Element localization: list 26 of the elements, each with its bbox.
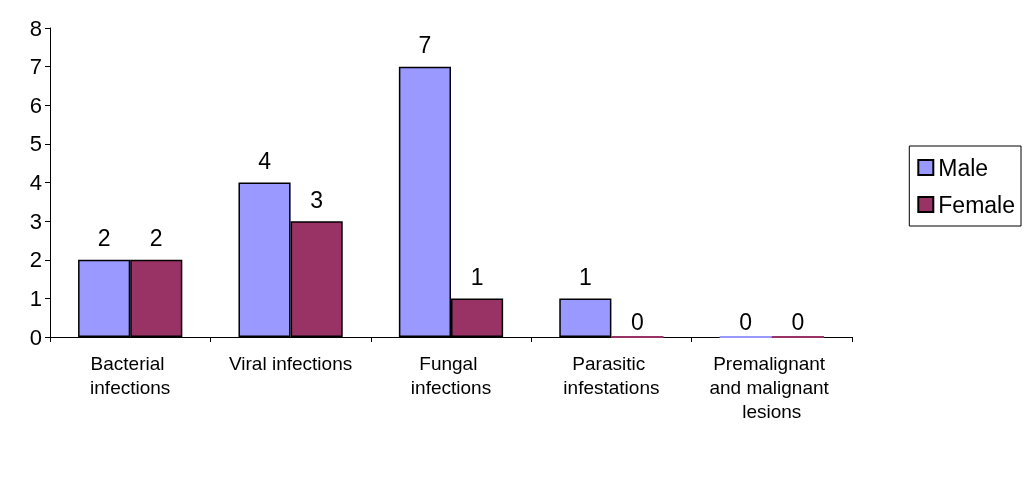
y-tick-label: 2 — [29, 247, 42, 273]
data-label: 7 — [418, 32, 432, 59]
data-label: 3 — [310, 186, 324, 213]
y-tick-label: 3 — [29, 208, 42, 234]
x-tick-label: Parasitic infestations — [563, 352, 660, 398]
x-tick-label: Fungal infections — [410, 352, 492, 398]
data-label: 0 — [739, 308, 753, 335]
x-tick-label: Bacterial infections — [90, 352, 171, 398]
x-tick-label: Premalignant and malignant lesions — [709, 352, 835, 422]
data-label: 4 — [258, 148, 272, 174]
data-label: 2 — [97, 225, 111, 252]
y-tick-label: 7 — [29, 54, 42, 80]
y-tick-label: 0 — [29, 324, 42, 350]
data-label: 1 — [470, 263, 484, 290]
y-tick-label: 5 — [29, 131, 42, 157]
data-label: 1 — [578, 263, 592, 290]
x-tick-label: Viral infections — [228, 352, 353, 374]
data-label: 0 — [791, 308, 805, 335]
data-label: 2 — [149, 225, 163, 252]
legend-label: Male — [938, 154, 989, 181]
y-tick-label: 1 — [29, 285, 42, 311]
y-tick-label: 4 — [29, 170, 42, 195]
data-label: 0 — [631, 308, 644, 335]
y-tick-label: 8 — [29, 15, 42, 41]
legend-label: Female — [938, 191, 1016, 218]
y-tick-label: 6 — [29, 92, 42, 118]
